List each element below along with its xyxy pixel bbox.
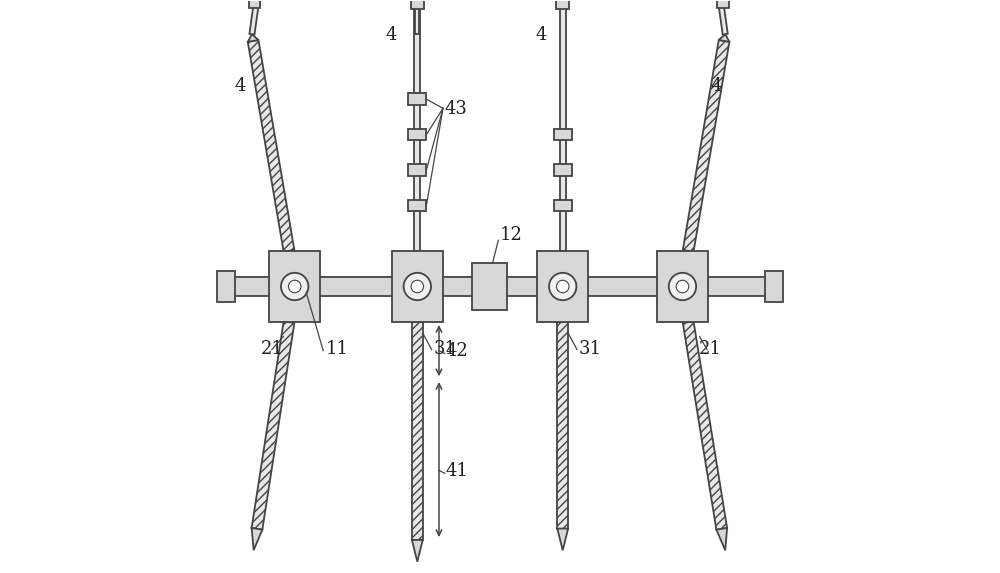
Bar — [392, 251, 443, 322]
Circle shape — [404, 273, 431, 300]
Polygon shape — [557, 528, 568, 550]
Text: 4: 4 — [235, 77, 246, 95]
Polygon shape — [557, 322, 568, 528]
Polygon shape — [248, 40, 294, 252]
Polygon shape — [719, 34, 729, 42]
Bar — [408, 199, 426, 211]
Text: 4: 4 — [535, 26, 547, 44]
Polygon shape — [560, 6, 566, 251]
Bar — [554, 164, 572, 175]
Text: 43: 43 — [445, 100, 468, 118]
Polygon shape — [414, 6, 420, 251]
Text: 31: 31 — [433, 339, 456, 358]
Bar — [554, 129, 572, 140]
Bar — [408, 164, 426, 175]
Bar — [717, 0, 729, 8]
Text: 4: 4 — [711, 77, 722, 95]
Bar — [554, 199, 572, 211]
Text: 12: 12 — [500, 226, 523, 244]
Polygon shape — [683, 321, 727, 529]
Bar — [269, 251, 320, 322]
Circle shape — [556, 280, 569, 293]
Text: 42: 42 — [446, 342, 469, 360]
Bar — [217, 271, 235, 302]
Bar — [249, 0, 260, 8]
Bar — [765, 271, 783, 302]
Circle shape — [676, 280, 689, 293]
Polygon shape — [716, 528, 727, 550]
Polygon shape — [415, 0, 419, 34]
Bar — [411, 0, 424, 9]
Polygon shape — [249, 5, 258, 34]
Text: 11: 11 — [326, 339, 349, 358]
Text: 31: 31 — [579, 339, 602, 358]
Polygon shape — [412, 322, 423, 540]
Bar — [232, 277, 768, 296]
Circle shape — [281, 273, 308, 300]
Bar — [537, 251, 588, 322]
Circle shape — [549, 273, 576, 300]
Circle shape — [288, 280, 301, 293]
Polygon shape — [248, 34, 258, 42]
Bar — [472, 263, 507, 310]
Text: 41: 41 — [446, 462, 469, 480]
Bar — [408, 129, 426, 140]
Bar — [408, 93, 426, 105]
Polygon shape — [252, 528, 262, 550]
Text: 21: 21 — [261, 339, 283, 358]
Bar — [556, 0, 569, 9]
Circle shape — [669, 273, 696, 300]
Polygon shape — [719, 5, 728, 34]
Polygon shape — [412, 540, 423, 562]
Polygon shape — [252, 321, 294, 529]
Bar — [657, 251, 708, 322]
Text: 4: 4 — [386, 26, 397, 44]
Circle shape — [411, 280, 424, 293]
Text: 21: 21 — [698, 339, 721, 358]
Polygon shape — [683, 40, 729, 252]
